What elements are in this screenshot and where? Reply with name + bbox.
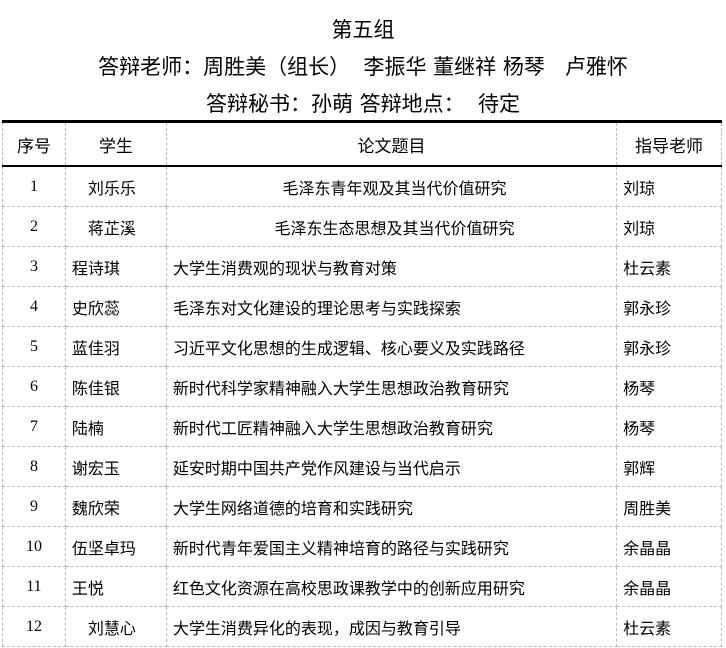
advisor-name: 杜云素	[616, 246, 722, 287]
header-title: 论文题目	[165, 121, 618, 166]
row-number: 8	[2, 446, 66, 487]
row-number: 4	[2, 286, 66, 327]
row-number: 11	[2, 566, 66, 607]
thesis-title: 毛泽东青年观及其当代价值研究	[165, 165, 618, 207]
thesis-title: 大学生消费异化的表现，成因与教育引导	[165, 606, 618, 647]
row-number: 1	[2, 165, 66, 207]
advisor-name: 杨琴	[616, 366, 722, 407]
table-row: 12 刘慧心 大学生消费异化的表现，成因与教育引导 杜云素	[2, 606, 722, 647]
student-name: 魏欣荣	[64, 486, 167, 527]
thesis-table: 序号 学生 论文题目 指导老师 1 刘乐乐 毛泽东青年观及其当代价值研究 刘琼 2 蒋芷溪…	[2, 120, 722, 647]
table-row: 11 王悦 红色文化资源在高校思政课教学中的创新应用研究 余晶晶	[2, 566, 722, 607]
student-name: 程诗琪	[64, 246, 167, 287]
student-name: 刘乐乐	[64, 165, 167, 207]
advisor-name: 郭辉	[616, 446, 722, 487]
row-number: 12	[2, 606, 66, 647]
row-number: 6	[2, 366, 66, 407]
header-advisor: 指导老师	[616, 121, 722, 166]
thesis-title: 大学生网络道德的培育和实践研究	[165, 486, 618, 527]
row-number: 5	[2, 326, 66, 367]
secretary-location: 答辩秘书：孙萌 答辩地点： 待定	[205, 92, 521, 116]
table-row: 1 刘乐乐 毛泽东青年观及其当代价值研究 刘琼	[2, 165, 722, 207]
student-name: 刘慧心	[64, 606, 167, 647]
advisor-name: 余晶晶	[616, 526, 722, 567]
table-row: 3 程诗琪 大学生消费观的现状与教育对策 杜云素	[2, 246, 722, 287]
student-name: 蒋芷溪	[64, 206, 167, 247]
advisor-name: 郭永珍	[616, 286, 722, 327]
thesis-title: 新时代工匠精神融入大学生思想政治教育研究	[165, 406, 618, 447]
thesis-title: 新时代科学家精神融入大学生思想政治教育研究	[165, 366, 618, 407]
thesis-title: 毛泽东生态思想及其当代价值研究	[165, 206, 618, 247]
student-name: 史欣蕊	[64, 286, 167, 327]
table-row: 4 史欣蕊 毛泽东对文化建设的理论思考与实践探索 郭永珍	[2, 286, 722, 327]
row-number: 3	[2, 246, 66, 287]
student-name: 蓝佳羽	[64, 326, 167, 367]
student-name: 王悦	[64, 566, 167, 607]
thesis-title: 新时代青年爱国主义精神培育的路径与实践研究	[165, 526, 618, 567]
table-row: 7 陆楠 新时代工匠精神融入大学生思想政治教育研究 杨琴	[2, 406, 722, 447]
defense-teachers: 答辩老师：周胜美（组长） 李振华 董继祥 杨琴 卢雅怀	[98, 55, 628, 79]
advisor-name: 余晶晶	[616, 566, 722, 607]
advisor-name: 郭永珍	[616, 326, 722, 367]
row-number: 2	[2, 206, 66, 247]
advisor-name: 杜云素	[616, 606, 722, 647]
advisor-name: 刘琼	[616, 165, 722, 207]
thesis-title: 毛泽东对文化建设的理论思考与实践探索	[165, 286, 618, 327]
advisor-name: 周胜美	[616, 486, 722, 527]
row-number: 9	[2, 486, 66, 527]
table-row: 6 陈佳银 新时代科学家精神融入大学生思想政治教育研究 杨琴	[2, 366, 722, 407]
thesis-title: 红色文化资源在高校思政课教学中的创新应用研究	[165, 566, 618, 607]
advisor-name: 杨琴	[616, 406, 722, 447]
table-header-row: 序号 学生 论文题目 指导老师	[2, 121, 722, 166]
row-number: 10	[2, 526, 66, 567]
table-row: 8 谢宏玉 延安时期中国共产党作风建设与当代启示 郭辉	[2, 446, 722, 487]
table-row: 9 魏欣荣 大学生网络道德的培育和实践研究 周胜美	[2, 486, 722, 527]
table-row: 5 蓝佳羽 习近平文化思想的生成逻辑、核心要义及实践路径 郭永珍	[2, 326, 722, 367]
advisor-name: 刘琼	[616, 206, 722, 247]
student-name: 陈佳银	[64, 366, 167, 407]
header-no: 序号	[2, 121, 66, 166]
group-title: 第五组	[331, 18, 395, 42]
header-student: 学生	[64, 121, 167, 166]
thesis-title: 习近平文化思想的生成逻辑、核心要义及实践路径	[165, 326, 618, 367]
student-name: 谢宏玉	[64, 446, 167, 487]
student-name: 陆楠	[64, 406, 167, 447]
table-row: 2 蒋芷溪 毛泽东生态思想及其当代价值研究 刘琼	[2, 206, 722, 247]
table-row: 10 伍坚卓玛 新时代青年爱国主义精神培育的路径与实践研究 余晶晶	[2, 526, 722, 567]
thesis-title: 延安时期中国共产党作风建设与当代启示	[165, 446, 618, 487]
row-number: 7	[2, 406, 66, 447]
thesis-title: 大学生消费观的现状与教育对策	[165, 246, 618, 287]
student-name: 伍坚卓玛	[64, 526, 167, 567]
